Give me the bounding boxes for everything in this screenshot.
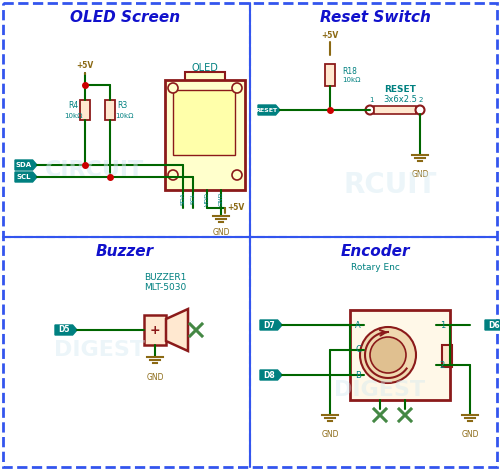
Bar <box>80 100 90 120</box>
Text: DIGEST: DIGEST <box>54 340 146 360</box>
Text: D5: D5 <box>58 326 70 335</box>
Text: D8: D8 <box>263 370 274 379</box>
Text: Rotary Enc: Rotary Enc <box>350 264 400 273</box>
Text: 10kΩ: 10kΩ <box>342 77 360 83</box>
Text: RESET: RESET <box>384 86 416 94</box>
Bar <box>442 345 452 367</box>
Text: VDD: VDD <box>204 192 210 206</box>
Text: 1: 1 <box>369 97 373 103</box>
Polygon shape <box>15 172 37 182</box>
Text: RESET: RESET <box>256 108 278 112</box>
Text: +5V: +5V <box>322 31 338 40</box>
Text: +: + <box>150 323 160 337</box>
Bar <box>144 315 166 345</box>
Text: MLT-5030: MLT-5030 <box>144 283 186 292</box>
Circle shape <box>370 337 406 373</box>
Text: +5V: +5V <box>227 204 244 212</box>
Text: D6: D6 <box>488 321 500 329</box>
Text: GND: GND <box>411 170 429 179</box>
Text: DIGEST: DIGEST <box>334 380 426 400</box>
Text: R4: R4 <box>68 102 78 110</box>
Text: BUZZER1: BUZZER1 <box>144 274 186 282</box>
Text: CIRCUIT: CIRCUIT <box>46 160 144 180</box>
Bar <box>105 100 115 120</box>
Text: Buzzer: Buzzer <box>96 244 154 259</box>
Text: C: C <box>355 345 361 354</box>
Text: 1: 1 <box>440 321 445 329</box>
Text: 10kΩ: 10kΩ <box>64 113 82 119</box>
Text: 2: 2 <box>419 97 423 103</box>
Polygon shape <box>258 105 280 115</box>
Polygon shape <box>55 325 77 335</box>
Text: SCL: SCL <box>16 174 31 180</box>
Circle shape <box>232 83 242 93</box>
Polygon shape <box>260 320 282 330</box>
Circle shape <box>416 105 424 115</box>
Text: 2: 2 <box>440 360 445 369</box>
Polygon shape <box>260 370 282 380</box>
Circle shape <box>168 83 178 93</box>
Text: OLED Screen: OLED Screen <box>70 10 180 25</box>
Text: R18: R18 <box>342 66 357 76</box>
Text: +5V: +5V <box>76 61 94 70</box>
Bar <box>165 80 245 190</box>
Text: R3: R3 <box>117 102 127 110</box>
Text: 3x6x2.5: 3x6x2.5 <box>383 95 417 104</box>
Text: SDA: SDA <box>16 162 32 168</box>
Text: RCUIT: RCUIT <box>344 171 436 199</box>
Bar <box>374 106 416 114</box>
Polygon shape <box>166 309 188 351</box>
Text: GND: GND <box>212 228 230 237</box>
Bar <box>185 72 225 84</box>
Text: D7: D7 <box>263 321 274 329</box>
Text: OLED: OLED <box>192 63 218 73</box>
Text: A: A <box>355 321 361 329</box>
Text: GND: GND <box>218 192 224 206</box>
Text: GND: GND <box>321 430 339 439</box>
Polygon shape <box>485 320 500 330</box>
Text: SDA: SDA <box>180 192 186 205</box>
Circle shape <box>366 105 374 115</box>
Text: SCL: SCL <box>190 192 196 204</box>
Text: GND: GND <box>146 373 164 382</box>
Circle shape <box>360 327 416 383</box>
Bar <box>350 310 450 400</box>
Bar <box>325 64 335 86</box>
Text: GND: GND <box>461 430 479 439</box>
Polygon shape <box>15 160 37 170</box>
Text: B: B <box>355 370 361 379</box>
Bar <box>173 90 235 155</box>
Circle shape <box>168 170 178 180</box>
Circle shape <box>232 170 242 180</box>
Text: Encoder: Encoder <box>340 244 410 259</box>
Text: 10kΩ: 10kΩ <box>115 113 133 119</box>
Text: Reset Switch: Reset Switch <box>320 10 430 25</box>
